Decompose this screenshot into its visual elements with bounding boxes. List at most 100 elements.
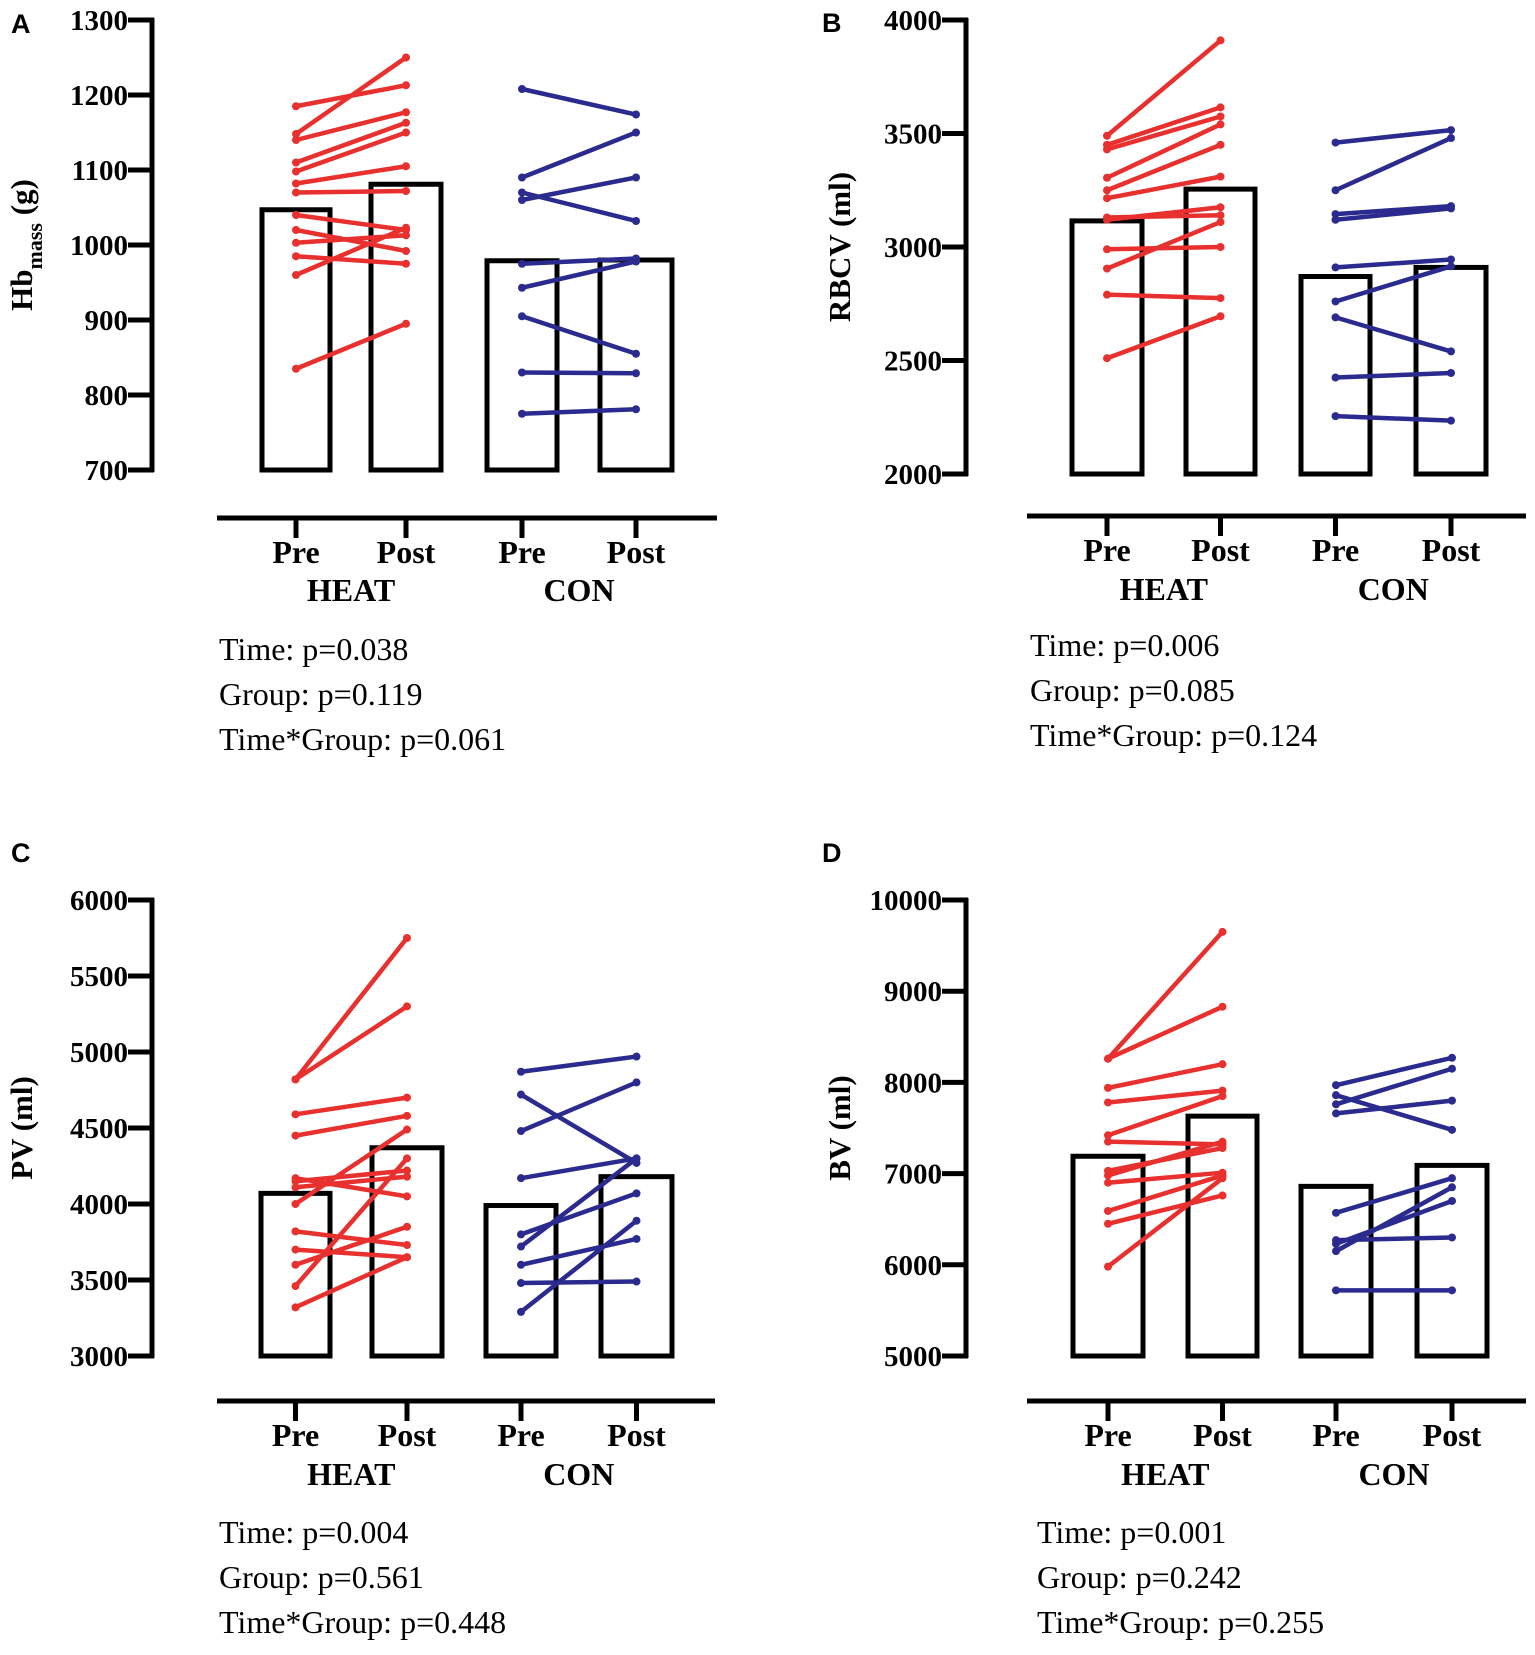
stat-line: Group: p=0.119 (219, 676, 423, 712)
paired-point-pre (518, 409, 526, 418)
paired-line-heat (293, 935, 410, 1082)
paired-point-post (403, 1002, 411, 1011)
y-tick-label: 2500 (884, 346, 942, 378)
paired-line-heat (293, 1095, 410, 1117)
paired-line-heat (1104, 122, 1223, 181)
y-tick-label: 4000 (884, 5, 942, 37)
paired-point-pre (518, 196, 526, 204)
paired-line-heat (1105, 1061, 1225, 1091)
paired-point-pre (1104, 1131, 1112, 1140)
group-label: CON (1358, 1456, 1429, 1492)
paired-point-pre (518, 85, 526, 93)
paired-line-heat (1105, 929, 1225, 1061)
paired-line-con (1333, 1198, 1455, 1247)
bar-mean (369, 1145, 445, 1359)
y-tick-label: 1100 (72, 155, 128, 187)
panel-letter: A (11, 9, 31, 39)
paired-point-pre (1103, 354, 1111, 363)
y-tick-label: 8000 (884, 1067, 942, 1099)
paired-point-pre (1332, 1109, 1340, 1118)
y-tick-label: 800 (85, 380, 129, 412)
paired-point-pre (1331, 215, 1340, 224)
paired-point-pre (291, 1245, 300, 1254)
paired-point-pre (292, 136, 300, 144)
paired-point-pre (1103, 186, 1111, 195)
y-tick-label: 1300 (70, 5, 128, 37)
paired-point-post (402, 187, 410, 195)
paired-point-pre (1103, 290, 1111, 299)
paired-line-con (519, 130, 639, 180)
paired-point-post (403, 1093, 411, 1102)
paired-point-post (1448, 1053, 1456, 1062)
paired-point-pre (517, 1260, 525, 1269)
paired-point-pre (518, 283, 526, 292)
paired-point-pre (1104, 1083, 1112, 1092)
paired-point-pre (291, 1303, 300, 1312)
paired-point-pre (517, 1090, 525, 1099)
paired-point-pre (517, 1242, 525, 1251)
paired-point-post (402, 53, 410, 62)
stat-line: Group: p=0.561 (219, 1559, 424, 1595)
paired-point-post (632, 349, 640, 358)
paired-line-con (1333, 1185, 1455, 1254)
stat-line: Time*Group: p=0.448 (219, 1604, 506, 1640)
paired-point-pre (292, 130, 300, 138)
x-tick-label: Pre (1312, 532, 1359, 568)
paired-point-post (1447, 204, 1455, 213)
panel-letter: B (822, 8, 842, 38)
y-tick-label: 3000 (884, 232, 942, 264)
paired-point-pre (292, 158, 300, 167)
paired-line-heat (1104, 292, 1223, 301)
paired-line-con (1333, 206, 1454, 223)
x-tick-label: Pre (1083, 532, 1130, 568)
paired-line-heat (293, 225, 409, 278)
paired-point-post (632, 110, 640, 119)
paired-point-pre (1331, 186, 1340, 195)
paired-point-post (1216, 211, 1225, 220)
paired-line-con (1333, 1098, 1455, 1116)
paired-point-post (403, 934, 411, 942)
paired-point-post (403, 1154, 411, 1163)
paired-point-post (1447, 134, 1455, 143)
paired-line-heat (293, 188, 409, 195)
paired-point-pre (1104, 1098, 1112, 1107)
paired-point-post (1216, 103, 1225, 112)
paired-point-pre (291, 1177, 300, 1186)
bar-mean (1070, 1153, 1146, 1359)
paired-point-pre (292, 167, 300, 176)
paired-point-pre (1332, 1239, 1340, 1248)
paired-line-heat (293, 1127, 410, 1207)
bar-mean (484, 258, 560, 473)
paired-point-pre (291, 1110, 300, 1119)
paired-point-pre (1332, 1081, 1340, 1090)
paired-point-post (632, 1078, 641, 1087)
paired-point-pre (1331, 210, 1340, 219)
paired-point-post (1216, 172, 1225, 181)
paired-point-post (1447, 347, 1455, 356)
paired-point-pre (1331, 313, 1340, 322)
paired-point-pre (1331, 263, 1340, 272)
paired-line-heat (1105, 1170, 1225, 1185)
bar-mean (1185, 1113, 1260, 1359)
panel-c: C 3000 3500 4000 4500 5000 5500 6000 PV (ml) Pre P… (4, 838, 715, 1640)
paired-line-con (518, 1279, 639, 1286)
x-tick-label: Post (1191, 532, 1250, 568)
stat-line: Group: p=0.242 (1037, 1559, 1242, 1595)
group-label: HEAT (1120, 571, 1208, 607)
y-tick-label: 3500 (70, 1265, 128, 1297)
paired-point-pre (1103, 194, 1111, 203)
x-tick-label: Post (607, 1417, 666, 1453)
paired-point-pre (517, 1230, 525, 1239)
paired-line-heat (1104, 244, 1223, 252)
paired-point-pre (1103, 245, 1111, 254)
panel-a: A 700 800 900 1000 1100 1200 1300 Hbmass (g) Pre P… (4, 5, 717, 757)
x-tick-label: Post (378, 1417, 437, 1453)
bar-mean (259, 207, 333, 473)
paired-line-con (518, 1080, 639, 1134)
paired-point-pre (518, 188, 526, 197)
paired-line-con (1333, 127, 1454, 145)
y-tick-label: 7000 (884, 1159, 942, 1191)
paired-line-heat (293, 1004, 410, 1082)
paired-line-con (519, 370, 639, 376)
bar-mean (597, 257, 675, 473)
